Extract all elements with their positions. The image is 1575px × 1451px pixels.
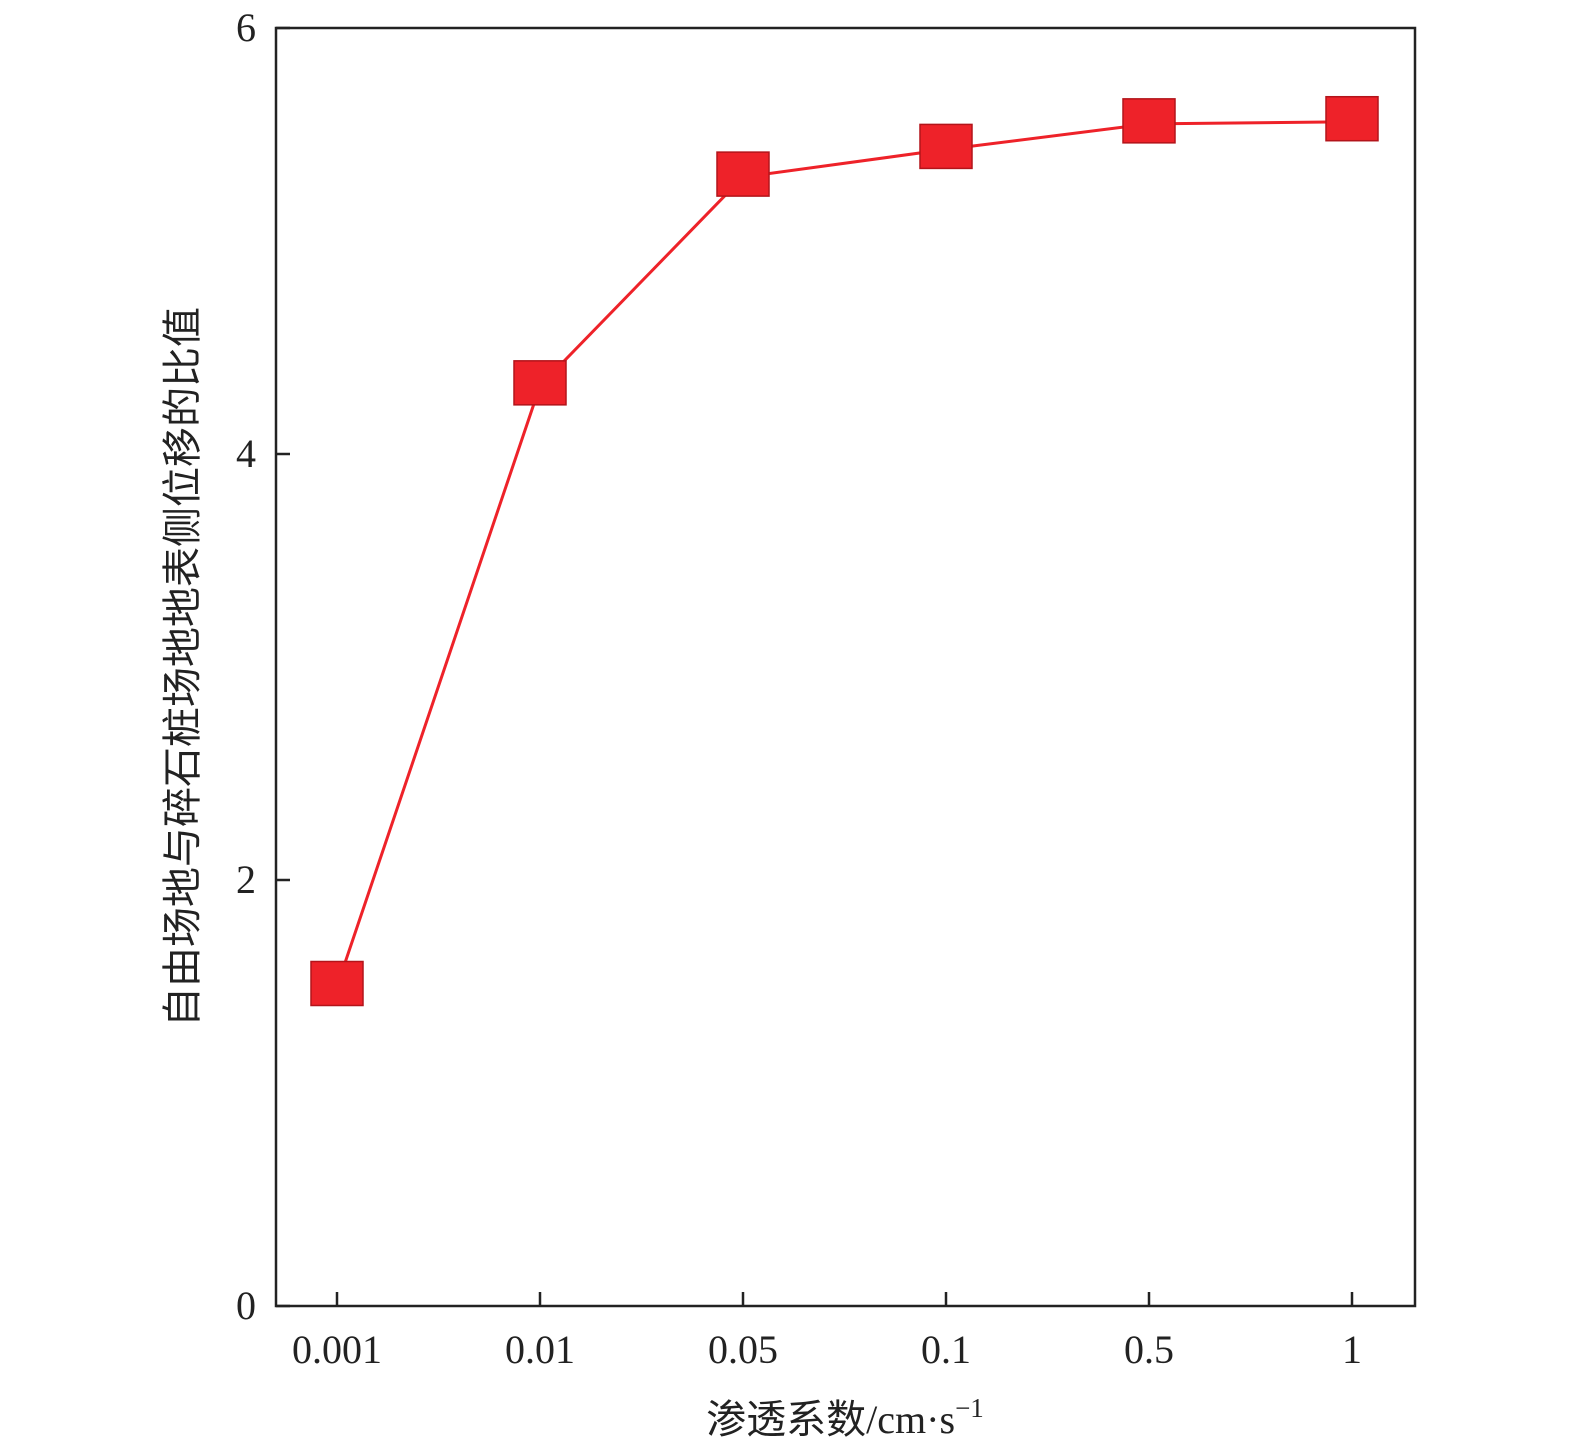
y-tick-label: 4 <box>236 431 256 476</box>
data-point-marker <box>310 960 364 1007</box>
y-tick-label: 2 <box>236 857 256 902</box>
x-axis-title: 渗透系数/cm·s−1 <box>706 1393 984 1442</box>
data-point-marker <box>1122 98 1176 144</box>
data-point-marker <box>1325 95 1379 142</box>
plot-frame <box>274 26 1417 1308</box>
series-line <box>335 120 1353 987</box>
y-axis: 0 2 4 6 <box>236 5 290 1328</box>
x-axis-title-main: 渗透系数/cm·s <box>706 1397 955 1442</box>
x-axis-title-superscript: −1 <box>955 1393 984 1423</box>
y-tick-label: 6 <box>236 5 256 50</box>
x-tick-label: 1 <box>1342 1327 1362 1372</box>
x-tick-label: 0.5 <box>1124 1327 1174 1372</box>
x-tick-label: 0.05 <box>708 1327 778 1372</box>
x-axis: 0.001 0.01 0.05 0.1 0.5 1 <box>292 1292 1362 1372</box>
x-tick-label: 0.001 <box>292 1327 382 1372</box>
x-tick-label: 0.01 <box>505 1327 575 1372</box>
data-point-marker <box>513 360 567 406</box>
data-point-marker <box>919 123 973 170</box>
series-markers <box>310 95 1379 1007</box>
data-point-marker <box>716 151 770 197</box>
x-tick-label: 0.1 <box>921 1327 971 1372</box>
y-tick-label: 0 <box>236 1283 256 1328</box>
y-axis-title: 自由场地与碎石桩场地地表侧位移的比值 <box>160 307 205 1027</box>
